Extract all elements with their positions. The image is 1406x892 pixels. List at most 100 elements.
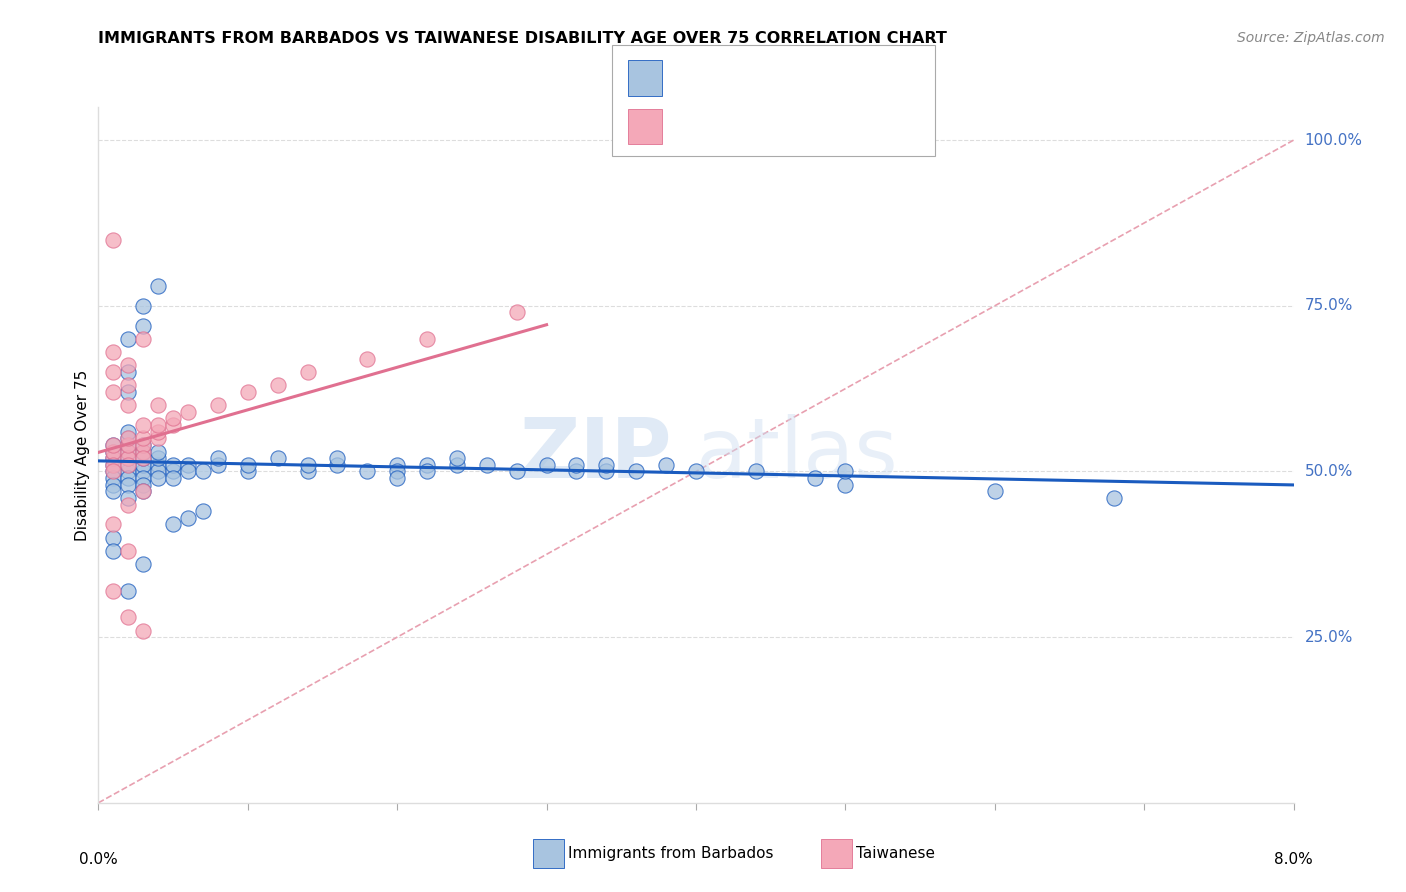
Point <box>297 365 319 379</box>
Point <box>132 438 155 452</box>
Point <box>1102 491 1125 505</box>
Point <box>132 558 155 572</box>
Text: IMMIGRANTS FROM BARBADOS VS TAIWANESE DISABILITY AGE OVER 75 CORRELATION CHART: IMMIGRANTS FROM BARBADOS VS TAIWANESE DI… <box>98 31 948 46</box>
Point <box>117 444 139 458</box>
Point <box>117 378 139 392</box>
Point <box>103 458 125 472</box>
Point <box>177 511 200 525</box>
Point <box>117 359 139 373</box>
Text: 25.0%: 25.0% <box>1305 630 1353 645</box>
Point <box>565 458 588 472</box>
Point <box>103 471 125 485</box>
Point <box>475 458 498 472</box>
Point <box>132 465 155 479</box>
Text: atlas: atlas <box>696 415 897 495</box>
Point <box>236 458 259 472</box>
Point <box>506 465 529 479</box>
Point <box>103 365 125 379</box>
Point <box>132 438 155 452</box>
Point <box>103 484 125 499</box>
Point <box>148 458 170 472</box>
Point <box>416 332 439 346</box>
Point <box>103 233 125 247</box>
Point <box>132 451 155 466</box>
Point <box>236 384 259 399</box>
Point <box>117 544 139 558</box>
Point <box>103 451 125 466</box>
Point <box>148 279 170 293</box>
Point <box>117 425 139 439</box>
Point <box>117 477 139 491</box>
Point <box>207 398 229 412</box>
Point <box>117 451 139 466</box>
Point <box>297 458 319 472</box>
Point <box>117 498 139 512</box>
Point <box>148 398 170 412</box>
Text: 83: 83 <box>807 68 828 83</box>
Point <box>595 465 617 479</box>
Point <box>565 465 588 479</box>
Point <box>132 299 155 313</box>
Point <box>117 471 139 485</box>
Point <box>117 465 139 479</box>
Point <box>834 477 856 491</box>
Point <box>103 345 125 359</box>
Point <box>117 458 139 472</box>
Point <box>162 471 184 485</box>
Point <box>103 465 125 479</box>
Point <box>685 465 707 479</box>
Point <box>385 471 409 485</box>
Point <box>117 365 139 379</box>
Point <box>117 332 139 346</box>
Point <box>132 418 155 433</box>
Point <box>148 418 170 433</box>
Point <box>162 517 184 532</box>
Point <box>162 418 184 433</box>
Point <box>132 332 155 346</box>
Text: 44: 44 <box>807 117 828 131</box>
Point <box>148 431 170 445</box>
Point <box>416 465 439 479</box>
Point <box>148 465 170 479</box>
Point <box>103 477 125 491</box>
Text: Taiwanese: Taiwanese <box>856 847 935 861</box>
Point <box>117 610 139 624</box>
Point <box>132 471 155 485</box>
Point <box>117 451 139 466</box>
Point <box>297 465 319 479</box>
Point <box>745 465 768 479</box>
Point <box>446 451 468 466</box>
Text: R =: R = <box>671 68 704 83</box>
Point <box>655 458 678 472</box>
Point <box>207 451 229 466</box>
Point <box>132 624 155 638</box>
Point <box>117 398 139 412</box>
Point <box>595 458 617 472</box>
Point <box>103 458 125 472</box>
Point <box>148 471 170 485</box>
Point <box>416 458 439 472</box>
Point <box>132 484 155 499</box>
Point <box>148 425 170 439</box>
Point <box>132 458 155 472</box>
Text: -0.105: -0.105 <box>706 68 761 83</box>
Point <box>117 431 139 445</box>
Point <box>132 477 155 491</box>
Text: N =: N = <box>772 117 806 131</box>
Point <box>132 444 155 458</box>
Text: Immigrants from Barbados: Immigrants from Barbados <box>568 847 773 861</box>
Point <box>103 583 125 598</box>
Text: ZIP: ZIP <box>520 415 672 495</box>
Point <box>177 465 200 479</box>
Point <box>207 458 229 472</box>
Point <box>804 471 827 485</box>
Point <box>117 438 139 452</box>
Point <box>983 484 1005 499</box>
Point <box>356 351 378 366</box>
Point <box>536 458 558 472</box>
Point <box>117 458 139 472</box>
Point <box>191 465 214 479</box>
Point <box>267 378 290 392</box>
Point <box>132 431 155 445</box>
Point <box>132 451 155 466</box>
